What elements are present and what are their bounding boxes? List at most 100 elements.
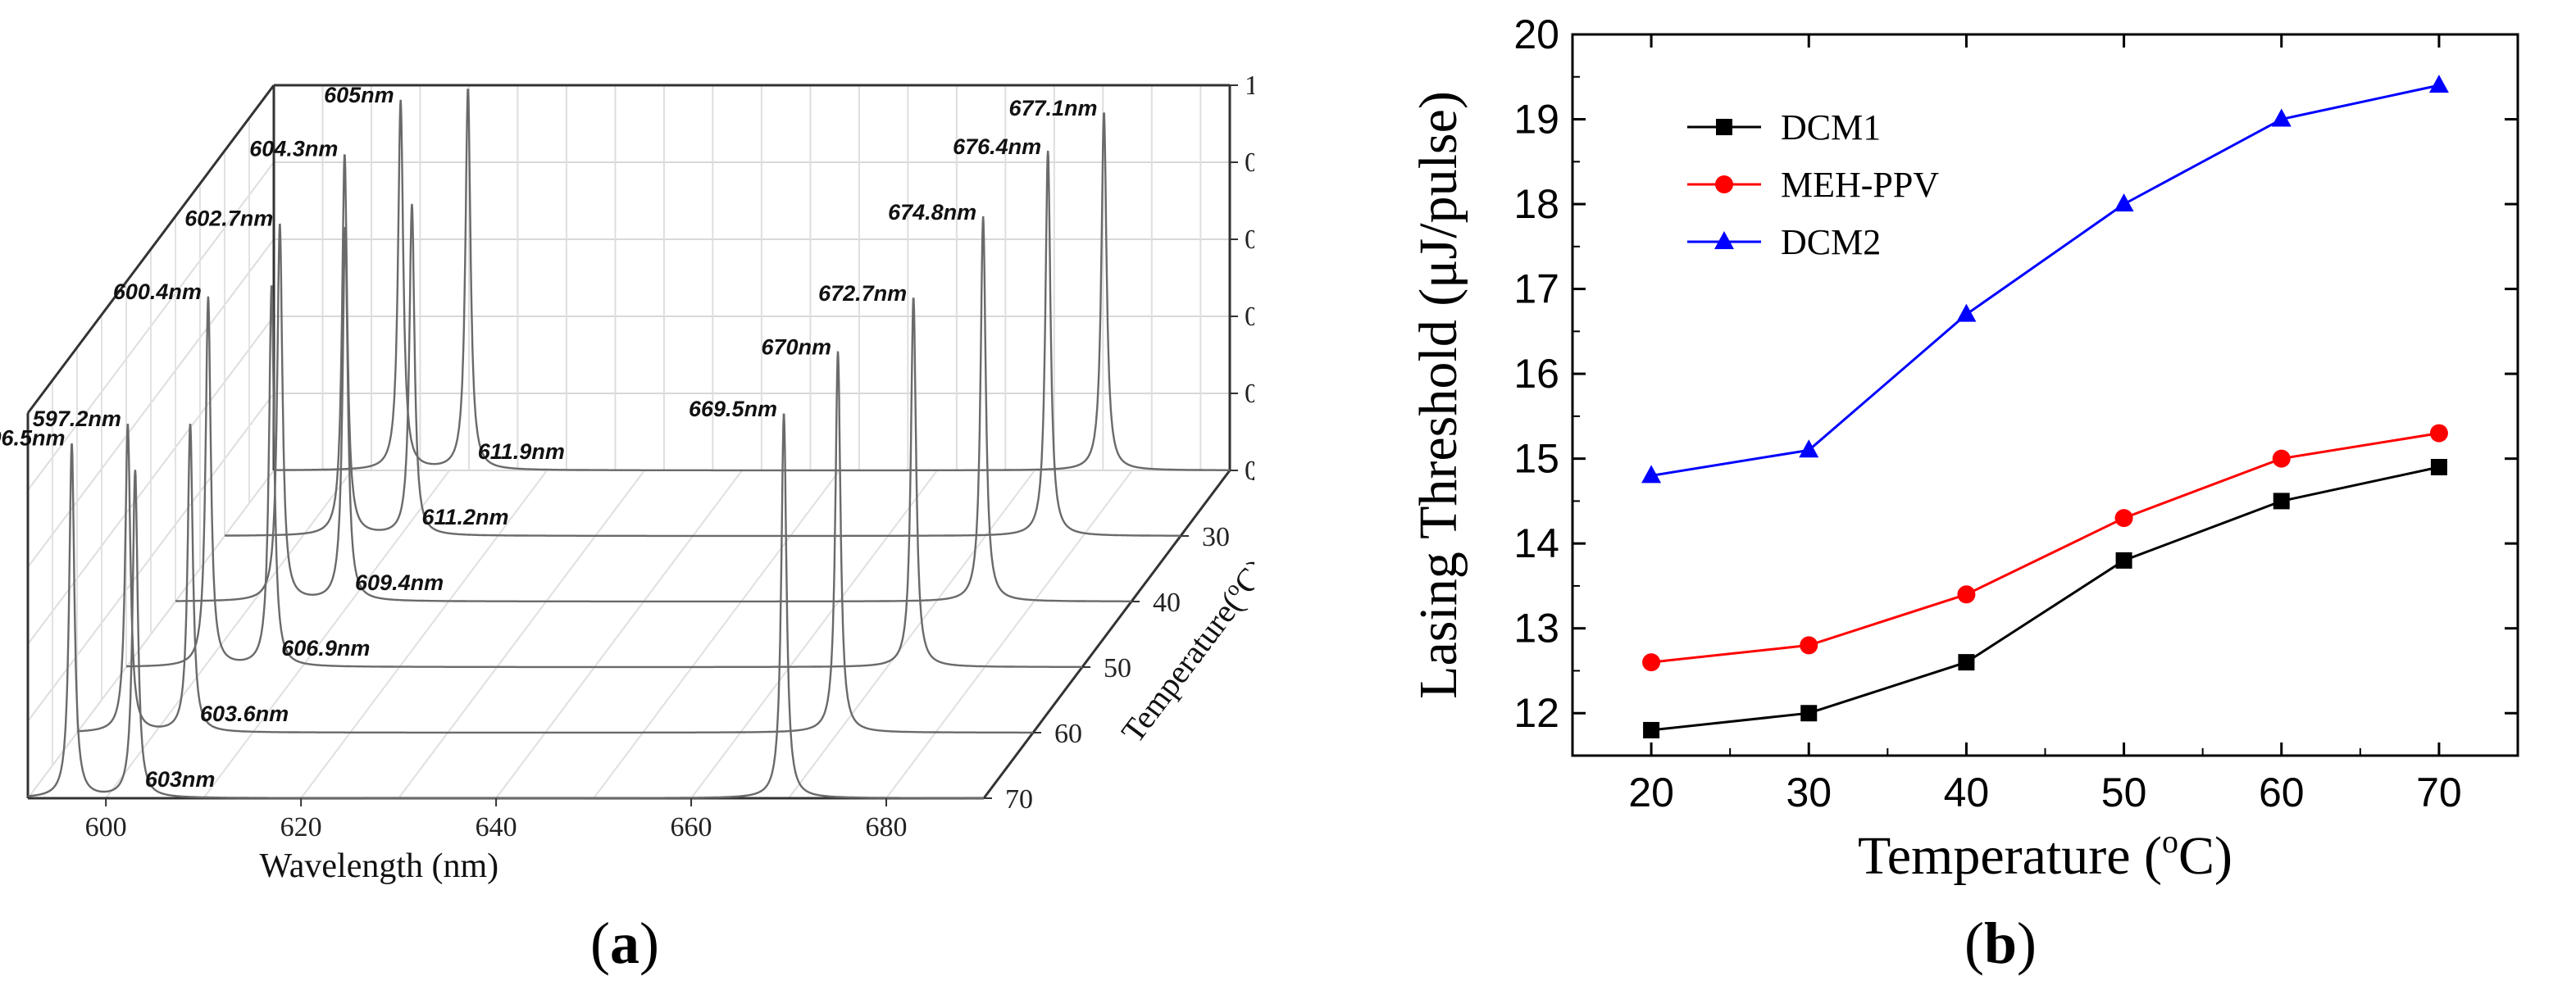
temperature-axis-line xyxy=(982,470,1231,799)
peak-label: 674.8nm xyxy=(888,200,976,225)
wavelength-tick-label: 660 xyxy=(671,812,712,842)
wavelength-axis-title: Wavelength (nm) xyxy=(259,847,498,885)
data-point-dcm1 xyxy=(1800,705,1818,722)
peak-label: 596.5nm xyxy=(0,426,66,451)
data-point-meh-ppv xyxy=(2429,424,2448,443)
peak-label: 611.2nm xyxy=(421,505,508,529)
data-point-meh-ppv xyxy=(2272,449,2291,468)
data-point-dcm1 xyxy=(2115,552,2132,569)
peak-label: 603.6nm xyxy=(200,702,289,726)
data-point-meh-ppv xyxy=(1800,636,1818,655)
wavelength-tick-label: 600 xyxy=(85,812,127,842)
floor-gridline xyxy=(593,470,840,799)
wavelength-tick-label: 680 xyxy=(866,812,908,842)
x-axis-title: Temperature (oC) xyxy=(1858,823,2232,886)
peak-label: 611.9nm xyxy=(478,439,565,464)
legend-marker-dcm2 xyxy=(1714,231,1734,249)
data-point-dcm1 xyxy=(1643,721,1660,738)
series-line-dcm2 xyxy=(1650,84,2440,477)
series-line-dcm1 xyxy=(1650,465,2440,732)
floor-gridline xyxy=(300,470,548,799)
temperature-tick-label: 40 xyxy=(1153,588,1181,618)
threshold-chart-svg: 20 30 40 50 60 70 12 13 14 15 16 17 18 19 20 DCM1 MEH-P… xyxy=(1409,11,2519,886)
peak-label: 603nm xyxy=(145,767,216,792)
panel-b-threshold-chart: 20 30 40 50 60 70 12 13 14 15 16 17 18 19 20 DCM1 MEH-P… xyxy=(1254,0,2576,995)
x-tick-label: 30 xyxy=(1786,770,1832,815)
data-point-dcm1 xyxy=(2273,493,2290,510)
data-point-dcm2 xyxy=(2114,193,2134,212)
peak-label: 677.1nm xyxy=(1008,96,1097,120)
legend-marker-dcm1 xyxy=(1716,119,1732,135)
temperature-tick-label: 60 xyxy=(1054,719,1082,749)
peak-label: 605nm xyxy=(324,83,394,107)
peak-label: 669.5nm xyxy=(689,397,777,421)
floor-gridline xyxy=(495,470,743,799)
panel-a-caption: (a) xyxy=(590,910,659,976)
spectrum-line-50C xyxy=(126,285,1082,669)
x-tick-label: 20 xyxy=(1628,770,1674,815)
data-point-meh-ppv xyxy=(1642,653,1661,672)
floor-gridline xyxy=(105,470,353,799)
y-tick-label: 13 xyxy=(1513,606,1559,652)
intensity-tick-label: 1.0 xyxy=(1245,70,1254,101)
x-tick-label: 40 xyxy=(1944,770,1990,815)
legend-label-meh-ppv: MEH-PPV xyxy=(1781,165,1939,205)
peak-label: 672.7nm xyxy=(818,281,907,306)
spectrum-line-20C xyxy=(274,89,1230,472)
wavelength-tick-label: 640 xyxy=(476,812,517,842)
peak-label: 606.9nm xyxy=(281,636,370,661)
data-point-dcm1 xyxy=(1958,654,1975,671)
data-point-dcm1 xyxy=(2430,459,2447,475)
y-tick-label: 12 xyxy=(1513,690,1559,736)
intensity-tick-label: 0.8 xyxy=(1245,148,1254,178)
spectrum-line-60C xyxy=(77,351,1033,734)
floor-gridline xyxy=(203,470,450,799)
waterfall-chart-svg: 6006206406606800.00.20.40.60.81.02030405… xyxy=(0,70,1322,885)
intensity-tick-label: 0.4 xyxy=(1245,302,1254,332)
data-point-dcm2 xyxy=(1641,465,1662,484)
peak-label: 604.3nm xyxy=(249,137,338,161)
intensity-tick-label: 0.2 xyxy=(1245,379,1254,409)
panel-b-caption: (b) xyxy=(1964,910,2037,976)
y-tick-label: 16 xyxy=(1513,351,1559,397)
floor-gridline xyxy=(885,470,1133,799)
legend-marker-meh-ppv xyxy=(1715,175,1733,193)
temperature-tick-label: 50 xyxy=(1104,653,1131,683)
intensity-tick-label: 0.6 xyxy=(1245,225,1254,255)
y-tick-label: 17 xyxy=(1513,266,1559,312)
x-tick-label: 50 xyxy=(2101,770,2147,815)
y-axis-title: Lasing Threshold (μJ/pulse) xyxy=(1409,91,1468,699)
temperature-tick-label: 70 xyxy=(1005,784,1033,815)
data-point-dcm2 xyxy=(2428,75,2449,93)
y-tick-label: 18 xyxy=(1513,181,1559,227)
floor-gridline xyxy=(690,470,938,799)
data-point-meh-ppv xyxy=(1957,585,1976,604)
peak-label: 676.4nm xyxy=(953,134,1041,159)
peak-label: 597.2nm xyxy=(33,406,121,431)
y-tick-label: 20 xyxy=(1513,11,1559,57)
peak-label: 602.7nm xyxy=(184,206,273,230)
data-point-dcm2 xyxy=(1956,303,1977,322)
data-point-meh-ppv xyxy=(2114,509,2133,528)
panel-a-waterfall-chart: 6006206406606800.00.20.40.60.81.02030405… xyxy=(0,0,1322,995)
left-top-edge xyxy=(26,84,275,414)
peak-label: 670nm xyxy=(761,335,831,360)
plot-frame xyxy=(1571,33,2519,757)
peak-label: 600.4nm xyxy=(113,279,202,304)
legend-label-dcm2: DCM2 xyxy=(1781,222,1881,262)
spectrum-line-30C xyxy=(225,150,1181,538)
temperature-tick-label: 30 xyxy=(1202,522,1230,552)
x-tick-label: 70 xyxy=(2416,770,2462,815)
floor-gridline xyxy=(398,470,645,799)
spectrum-line-70C xyxy=(27,413,984,800)
temperature-axis-title: Temperature(oC) xyxy=(1113,552,1254,750)
floor-gridline xyxy=(788,470,1035,799)
series-line-meh-ppv xyxy=(1650,432,2440,664)
y-tick-label: 19 xyxy=(1513,97,1559,143)
peak-label: 609.4nm xyxy=(355,570,444,595)
data-point-dcm2 xyxy=(1799,439,1819,458)
legend-label-dcm1: DCM1 xyxy=(1781,107,1881,148)
wavelength-tick-label: 620 xyxy=(280,812,322,842)
y-tick-label: 14 xyxy=(1513,520,1559,566)
x-tick-label: 60 xyxy=(2259,770,2305,815)
